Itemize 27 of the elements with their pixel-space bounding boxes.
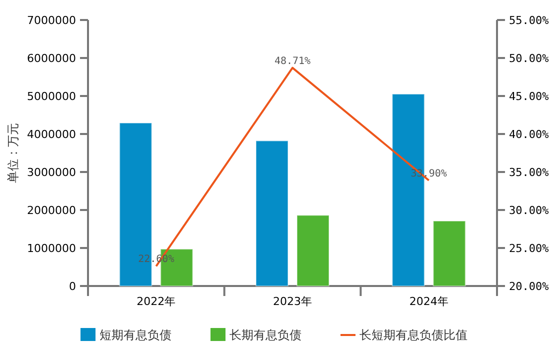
y-tick-label: 2000000 xyxy=(27,204,76,217)
y-axis-title: 单位：万元 xyxy=(6,123,20,183)
x-tick-label: 2023年 xyxy=(273,295,312,308)
y-tick-label: 6000000 xyxy=(27,52,76,65)
y-tick-label: 3000000 xyxy=(27,166,76,179)
bar xyxy=(256,140,288,286)
y2-tick-label: 35.00% xyxy=(509,166,550,179)
data-label: 22.60% xyxy=(138,254,174,266)
y-tick-label: 5000000 xyxy=(27,90,76,103)
y2-tick-label: 40.00% xyxy=(509,128,550,141)
legend-label: 短期有息负债 xyxy=(100,328,172,342)
y2-tick-label: 20.00% xyxy=(509,280,550,293)
data-label: 48.71% xyxy=(274,56,311,67)
y2-tick-label: 55.00% xyxy=(509,14,550,27)
bar xyxy=(296,214,330,286)
y-tick-label: 1000000 xyxy=(27,242,76,255)
y2-tick-label: 30.00% xyxy=(509,204,550,217)
x-tick-label: 2024年 xyxy=(409,295,448,308)
x-tick-label: 2022年 xyxy=(136,295,176,308)
bar xyxy=(432,220,466,286)
y-tick-label: 7000000 xyxy=(27,14,76,27)
y2-tick-label: 45.00% xyxy=(509,90,550,103)
y-tick-label: 4000000 xyxy=(27,128,76,141)
y-tick-label: 0 xyxy=(69,280,76,293)
y2-tick-label: 50.00% xyxy=(509,52,550,65)
y2-tick-label: 25.00% xyxy=(509,242,550,255)
legend-label: 长期有息负债 xyxy=(230,328,302,342)
